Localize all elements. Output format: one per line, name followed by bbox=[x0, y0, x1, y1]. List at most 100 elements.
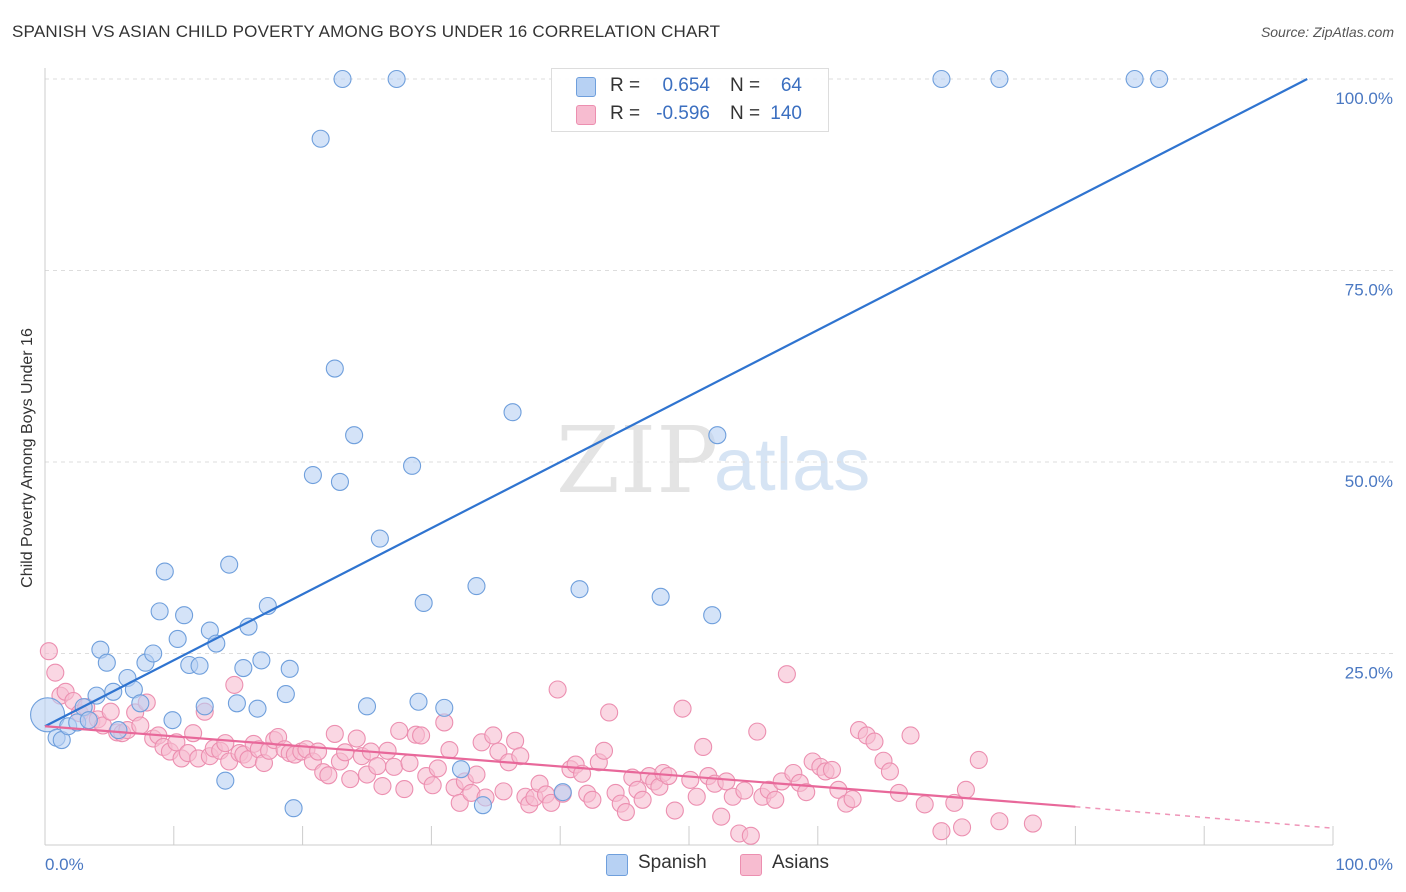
series-swatch-spanish bbox=[606, 854, 628, 876]
asian-point bbox=[932, 822, 951, 841]
spanish-point bbox=[333, 69, 352, 89]
asian-point bbox=[717, 772, 736, 791]
spanish-point bbox=[97, 653, 116, 672]
asian-point bbox=[694, 737, 713, 757]
asian-point bbox=[901, 726, 920, 745]
chart-title: SPANISH VS ASIAN CHILD POVERTY AMONG BOY… bbox=[12, 22, 721, 41]
spanish-point bbox=[403, 456, 422, 475]
spanish-point bbox=[311, 129, 330, 148]
spanish-point bbox=[220, 555, 239, 574]
spanish-point bbox=[990, 69, 1009, 89]
spanish-point bbox=[330, 472, 350, 491]
correlation-legend: R = 0.654 N = 64 R = -0.596 N = 140 bbox=[551, 68, 829, 132]
asian-point bbox=[390, 721, 409, 740]
asian-point bbox=[378, 741, 397, 760]
legend-n-label: N = bbox=[730, 75, 761, 96]
y-tick-label: 75.0% bbox=[1345, 281, 1393, 300]
asian-point bbox=[865, 732, 884, 751]
spanish-point bbox=[252, 651, 271, 670]
spanish-point bbox=[195, 697, 214, 716]
spanish-point bbox=[473, 796, 492, 815]
spanish-point bbox=[109, 721, 128, 740]
spanish-trend-line bbox=[44, 78, 1308, 728]
legend-r-value: -0.596 bbox=[656, 103, 710, 124]
spanish-point bbox=[303, 465, 322, 485]
asian-point bbox=[1023, 814, 1042, 833]
asian-point bbox=[583, 790, 602, 809]
spanish-point bbox=[216, 771, 235, 790]
spanish-point bbox=[651, 587, 670, 606]
spanish-point bbox=[325, 359, 344, 378]
asian-point bbox=[412, 726, 431, 745]
spanish-point bbox=[234, 659, 253, 678]
asian-trend-line bbox=[44, 725, 1076, 808]
x-tick-label: 0.0% bbox=[45, 855, 84, 874]
legend-n-label: N = bbox=[730, 103, 761, 124]
legend-r-label: R = bbox=[610, 103, 641, 124]
asian-point bbox=[319, 766, 338, 785]
spanish-point bbox=[144, 644, 163, 663]
asian-point bbox=[368, 757, 387, 776]
asian-point bbox=[616, 803, 635, 822]
legend-n-value: 140 bbox=[770, 103, 802, 124]
asian-point bbox=[548, 680, 567, 699]
watermark-zip: ZIP bbox=[556, 407, 718, 514]
asian-point bbox=[384, 757, 404, 776]
asian-point bbox=[467, 765, 486, 784]
spanish-point bbox=[435, 698, 454, 717]
asian-trend-extension bbox=[1075, 805, 1334, 829]
asian-point bbox=[450, 793, 469, 812]
spanish-point bbox=[227, 694, 246, 713]
spanish-point bbox=[276, 685, 295, 704]
series-legend-label: Spanish bbox=[638, 852, 707, 873]
spanish-point bbox=[131, 694, 150, 713]
asian-point bbox=[741, 826, 760, 845]
legend-row-asians: R = -0.596 N = 140 bbox=[552, 99, 828, 129]
spanish-point bbox=[414, 593, 433, 612]
x-tick-label: 100.0% bbox=[1335, 855, 1393, 874]
asian-point bbox=[167, 733, 186, 752]
asian-point bbox=[735, 781, 754, 800]
asian-point bbox=[956, 780, 975, 799]
asian-point bbox=[687, 787, 706, 806]
spanish-point bbox=[932, 69, 951, 89]
asian-point bbox=[880, 762, 899, 781]
asian-point bbox=[225, 675, 244, 694]
asian-point bbox=[506, 731, 525, 750]
asian-point bbox=[484, 726, 503, 745]
spanish-point bbox=[168, 629, 187, 648]
asian-point bbox=[309, 742, 328, 761]
asian-point bbox=[511, 747, 530, 766]
legend-swatch-asians bbox=[576, 105, 596, 125]
asian-point bbox=[440, 740, 459, 760]
spanish-point bbox=[451, 760, 471, 779]
asian-point bbox=[395, 780, 414, 799]
spanish-point bbox=[703, 606, 722, 625]
y-tick-label: 50.0% bbox=[1345, 472, 1393, 491]
asian-point bbox=[915, 795, 934, 814]
spanish-point bbox=[1150, 69, 1169, 89]
spanish-point bbox=[553, 783, 572, 802]
asian-point bbox=[428, 759, 447, 778]
y-tick-label: 100.0% bbox=[1335, 89, 1393, 108]
asian-point bbox=[969, 750, 988, 770]
asian-point bbox=[101, 702, 120, 721]
asian-point bbox=[347, 729, 366, 748]
asian-point bbox=[953, 818, 972, 837]
asian-point bbox=[777, 665, 796, 684]
spanish-point bbox=[248, 699, 267, 718]
series-swatch-asians bbox=[740, 854, 762, 876]
spanish-point bbox=[30, 697, 66, 733]
spanish-point bbox=[163, 711, 182, 730]
asian-point bbox=[843, 789, 862, 809]
asian-point bbox=[46, 663, 65, 682]
spanish-point bbox=[409, 692, 428, 711]
spanish-point bbox=[503, 403, 522, 422]
spanish-point bbox=[467, 577, 486, 596]
spanish-point bbox=[175, 606, 194, 625]
asian-point bbox=[131, 716, 150, 735]
asian-point bbox=[341, 770, 360, 789]
spanish-point bbox=[284, 799, 303, 818]
legend-r-label: R = bbox=[610, 75, 641, 96]
